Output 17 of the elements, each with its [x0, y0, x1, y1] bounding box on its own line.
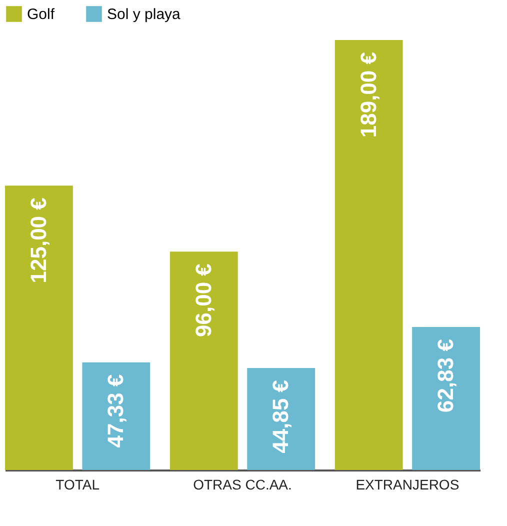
x-tick-label: TOTAL: [56, 476, 100, 492]
data-label: 44,85 €: [268, 380, 294, 454]
bar: [334, 40, 403, 470]
bar: [5, 186, 73, 470]
bar: [170, 252, 238, 470]
legend-label: Golf: [27, 6, 56, 23]
x-tick-label: EXTRANJEROS: [356, 476, 460, 492]
bar: [247, 368, 316, 470]
data-label: 47,33 €: [103, 374, 128, 448]
x-tick-label: OTRAS CC.AA.: [193, 476, 292, 492]
legend-label: Sol y playa: [107, 6, 182, 23]
data-label: 62,83 €: [433, 339, 458, 412]
bar: [412, 327, 480, 470]
data-label: 96,00 €: [190, 264, 216, 337]
data-label: 189,00 €: [356, 52, 381, 138]
data-label: 125,00 €: [26, 198, 51, 284]
bar: [82, 362, 150, 470]
